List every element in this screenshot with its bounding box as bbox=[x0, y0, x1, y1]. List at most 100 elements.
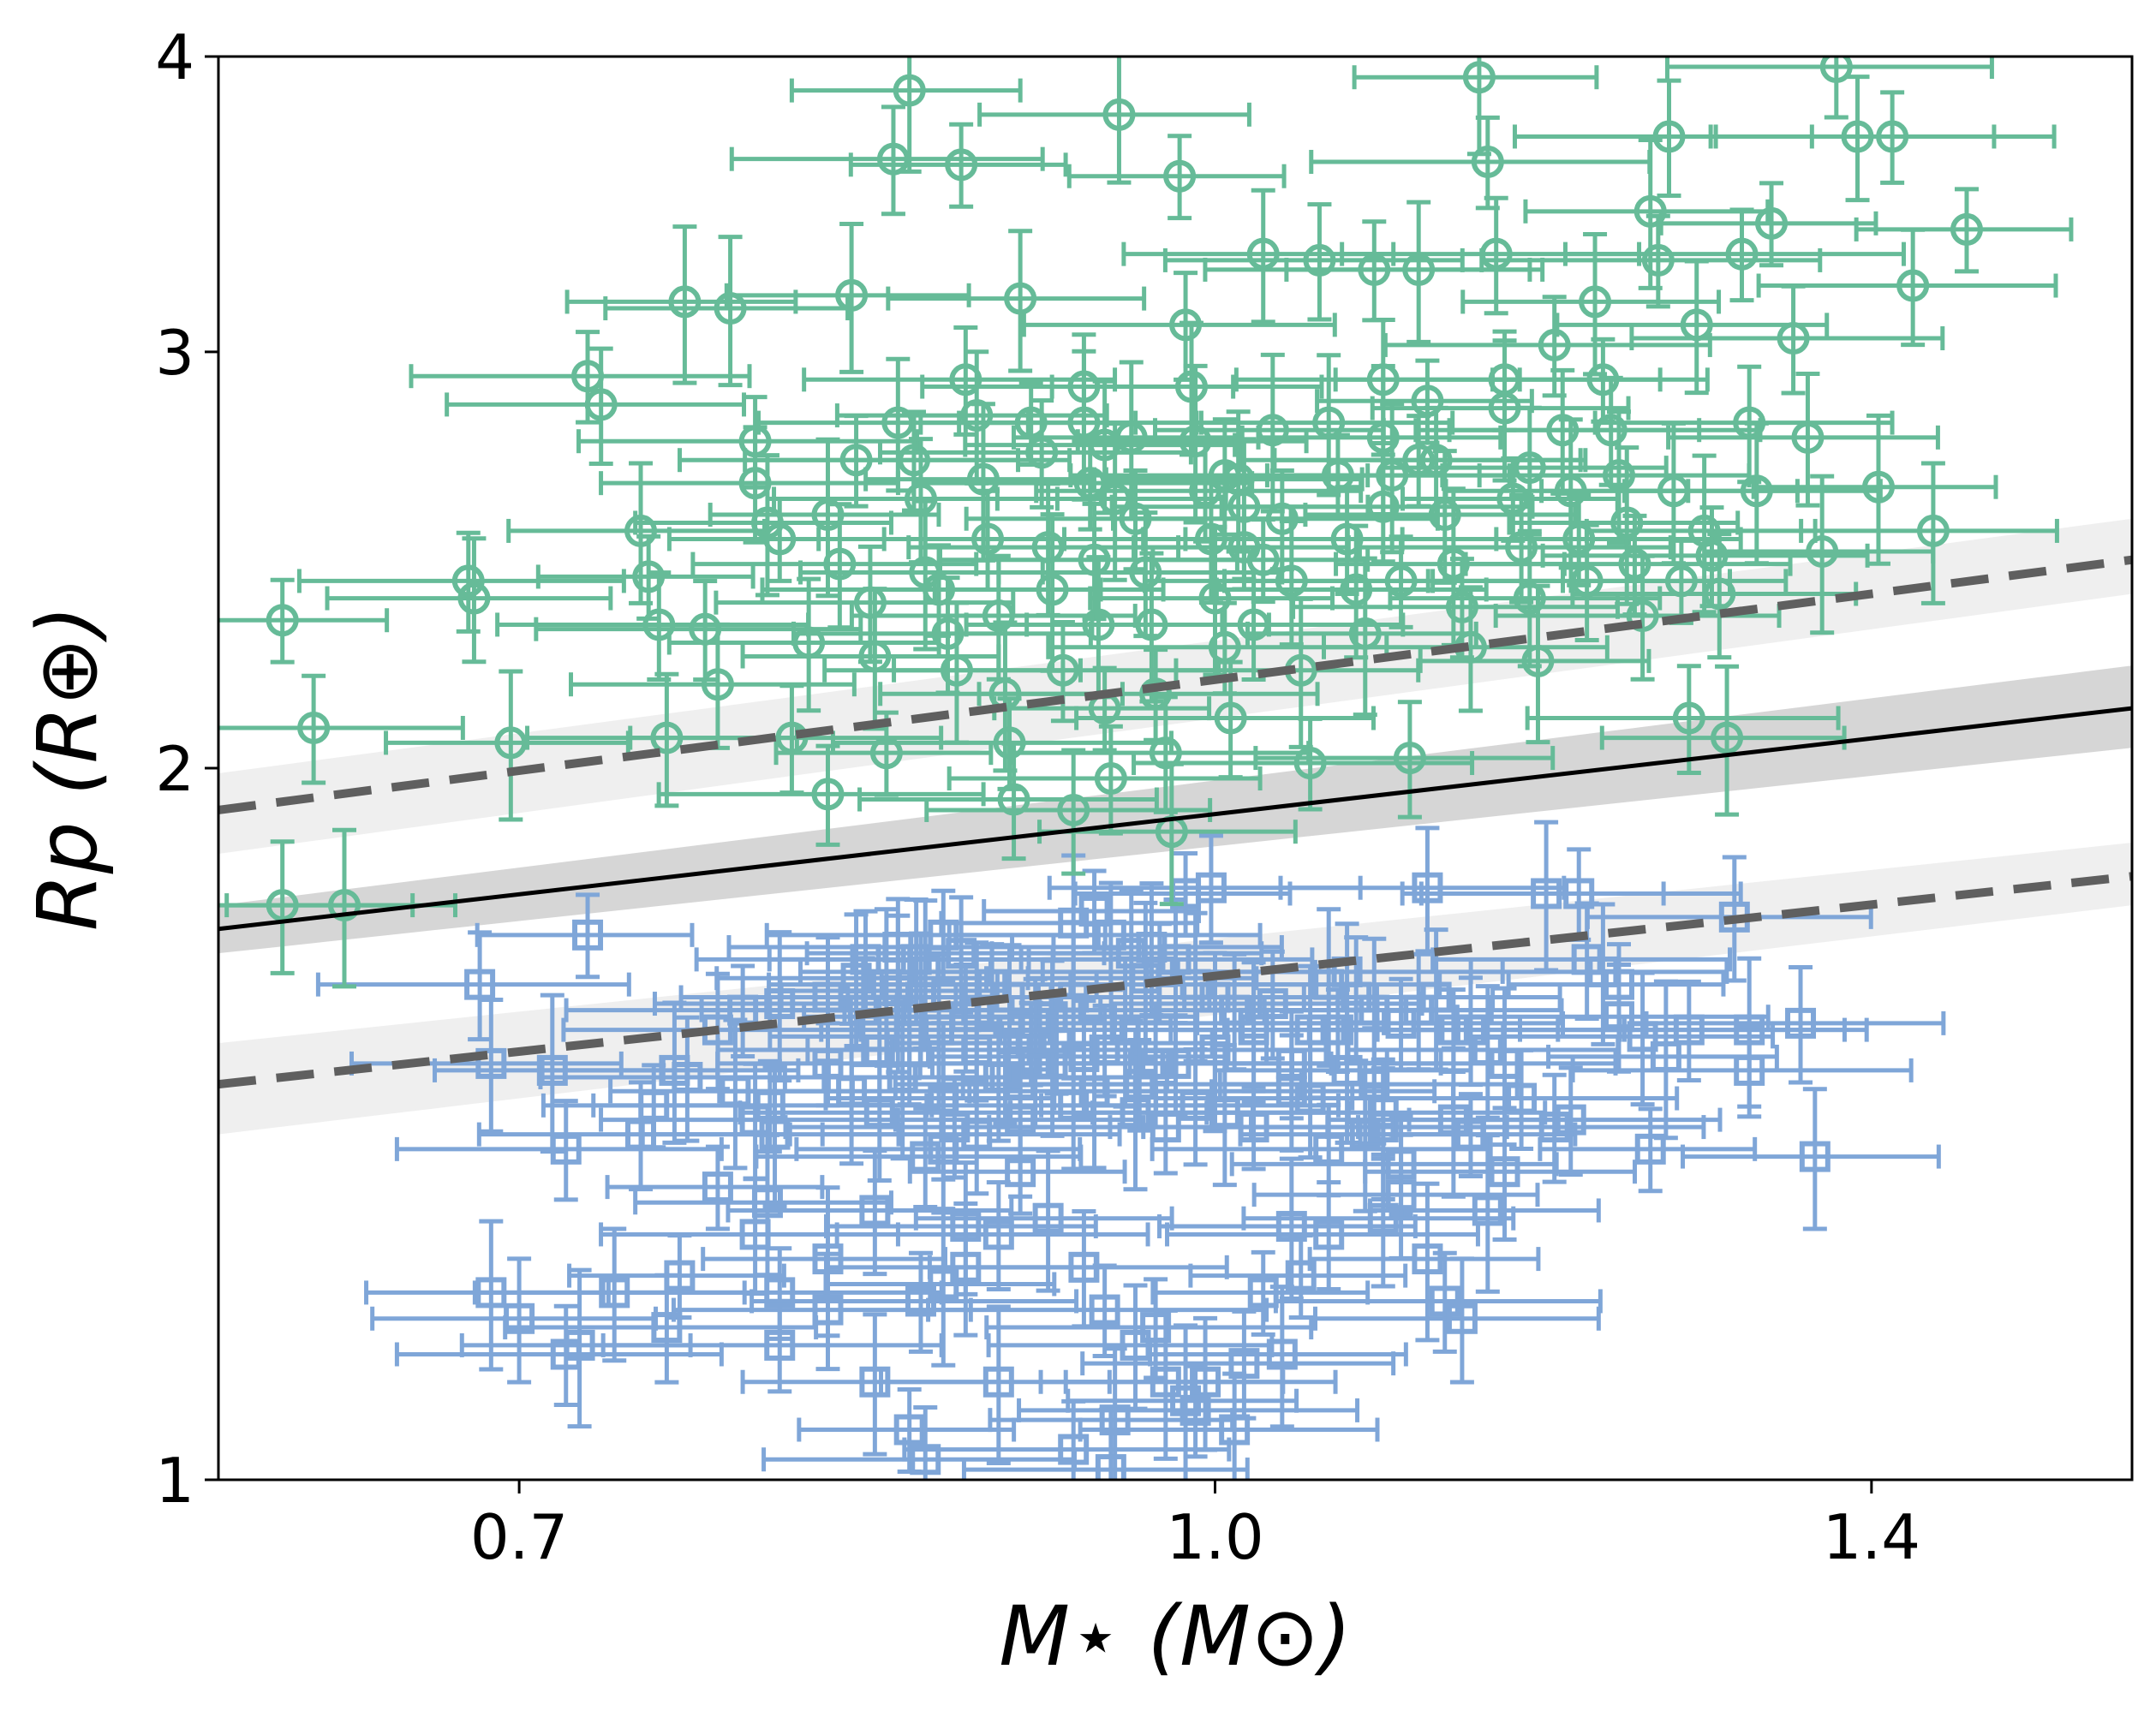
data-point bbox=[879, 1304, 1112, 1465]
circle-marker bbox=[457, 581, 491, 615]
circle-marker bbox=[1703, 577, 1736, 611]
data-point bbox=[633, 453, 893, 598]
data-point bbox=[1010, 881, 1284, 1017]
square-marker bbox=[1058, 1434, 1090, 1465]
y-tick-label: 4 bbox=[155, 21, 194, 93]
square-marker bbox=[1078, 1076, 1110, 1107]
data-point bbox=[218, 673, 465, 785]
data-point bbox=[475, 892, 695, 980]
data-point bbox=[992, 665, 1212, 753]
square-marker bbox=[464, 969, 496, 1000]
data-point bbox=[886, 229, 1147, 373]
square-marker bbox=[751, 1187, 783, 1219]
circle-marker bbox=[763, 522, 797, 556]
circle-marker bbox=[701, 668, 734, 701]
circle-marker bbox=[949, 363, 982, 396]
y-tick-label: 1 bbox=[155, 1445, 194, 1517]
data-point bbox=[797, 1386, 1017, 1474]
circle-marker bbox=[931, 617, 965, 650]
data-point bbox=[754, 1106, 1084, 1210]
square-marker bbox=[1032, 1202, 1064, 1234]
data-point bbox=[1799, 461, 2059, 605]
square-marker bbox=[764, 988, 796, 1020]
square-marker bbox=[1005, 1156, 1036, 1188]
square-marker bbox=[475, 1047, 507, 1079]
circle-marker bbox=[1695, 539, 1729, 572]
data-point bbox=[652, 930, 899, 1083]
square-marker bbox=[1257, 988, 1288, 1020]
square-marker bbox=[1015, 1028, 1047, 1059]
square-marker bbox=[859, 1195, 891, 1226]
series-sub-neptunes bbox=[218, 57, 2074, 989]
circle-marker bbox=[1806, 534, 1839, 568]
circle-marker bbox=[1538, 328, 1571, 361]
data-point bbox=[600, 1298, 944, 1394]
data-point bbox=[789, 57, 1023, 174]
square-marker bbox=[1180, 1394, 1211, 1426]
square-marker bbox=[1275, 1076, 1307, 1107]
square-marker bbox=[982, 1366, 1014, 1398]
square-marker bbox=[550, 1338, 582, 1370]
data-point bbox=[1702, 474, 1936, 635]
square-marker bbox=[1734, 1054, 1765, 1086]
circle-marker bbox=[1633, 194, 1667, 228]
data-point bbox=[1037, 761, 1298, 907]
square-marker bbox=[1785, 1007, 1817, 1039]
circle-marker bbox=[1791, 420, 1825, 454]
circle-marker bbox=[1004, 282, 1037, 315]
square-marker bbox=[1313, 1219, 1345, 1250]
circle-marker bbox=[1819, 57, 1853, 84]
axes: 0.7 1.0 1.4 1 2 3 4 bbox=[155, 21, 1920, 1573]
data-point bbox=[1555, 259, 1830, 396]
circle-marker bbox=[1471, 145, 1504, 178]
data-point bbox=[656, 743, 986, 847]
circle-marker bbox=[1102, 98, 1136, 131]
data-point bbox=[1538, 1106, 1758, 1194]
circle-marker bbox=[1340, 573, 1373, 606]
circle-marker bbox=[1293, 747, 1327, 780]
circle-marker bbox=[1246, 543, 1280, 576]
data-point bbox=[605, 1144, 825, 1231]
data-point bbox=[1756, 227, 2058, 348]
square-marker bbox=[1095, 1454, 1126, 1480]
circle-marker bbox=[1094, 762, 1127, 796]
y-axis-label: Rp (R⊕) bbox=[20, 605, 116, 931]
data-point bbox=[218, 577, 390, 665]
data-point bbox=[394, 1099, 724, 1202]
data-point bbox=[384, 669, 630, 822]
lower-gap-line bbox=[218, 872, 2132, 1089]
data-point bbox=[1352, 57, 1599, 157]
x-tick-label: 0.7 bbox=[470, 1501, 569, 1573]
circle-marker bbox=[1445, 590, 1478, 623]
circle-marker bbox=[1057, 793, 1090, 826]
fit-line bbox=[218, 706, 2132, 932]
data-point bbox=[750, 1250, 1079, 1354]
data-point bbox=[794, 1087, 1083, 1215]
circle-marker bbox=[1579, 285, 1612, 319]
square-marker bbox=[1385, 1179, 1417, 1211]
data-point bbox=[325, 536, 613, 665]
data-point bbox=[1629, 283, 1945, 396]
circle-marker bbox=[1366, 490, 1400, 523]
data-point bbox=[1525, 664, 1841, 776]
square-marker bbox=[475, 1277, 507, 1309]
square-marker bbox=[1799, 1141, 1831, 1172]
square-marker bbox=[1563, 878, 1595, 909]
data-point bbox=[1570, 1023, 1914, 1119]
square-marker bbox=[910, 1141, 941, 1172]
data-point bbox=[977, 57, 1251, 185]
data-point bbox=[1658, 181, 1878, 268]
square-marker bbox=[950, 1211, 982, 1243]
data-point bbox=[1460, 232, 1722, 377]
data-point bbox=[1066, 134, 1287, 221]
data-point bbox=[1681, 1087, 1941, 1231]
circle-marker bbox=[1088, 428, 1121, 462]
circle-marker bbox=[624, 514, 658, 547]
data-point bbox=[902, 1398, 1232, 1480]
circle-marker bbox=[1393, 742, 1426, 775]
data-point bbox=[1291, 557, 1621, 660]
data-point bbox=[1713, 90, 2057, 185]
circle-marker bbox=[584, 388, 618, 421]
circle-marker bbox=[1513, 451, 1546, 485]
x-tick-label: 1.0 bbox=[1166, 1501, 1264, 1573]
